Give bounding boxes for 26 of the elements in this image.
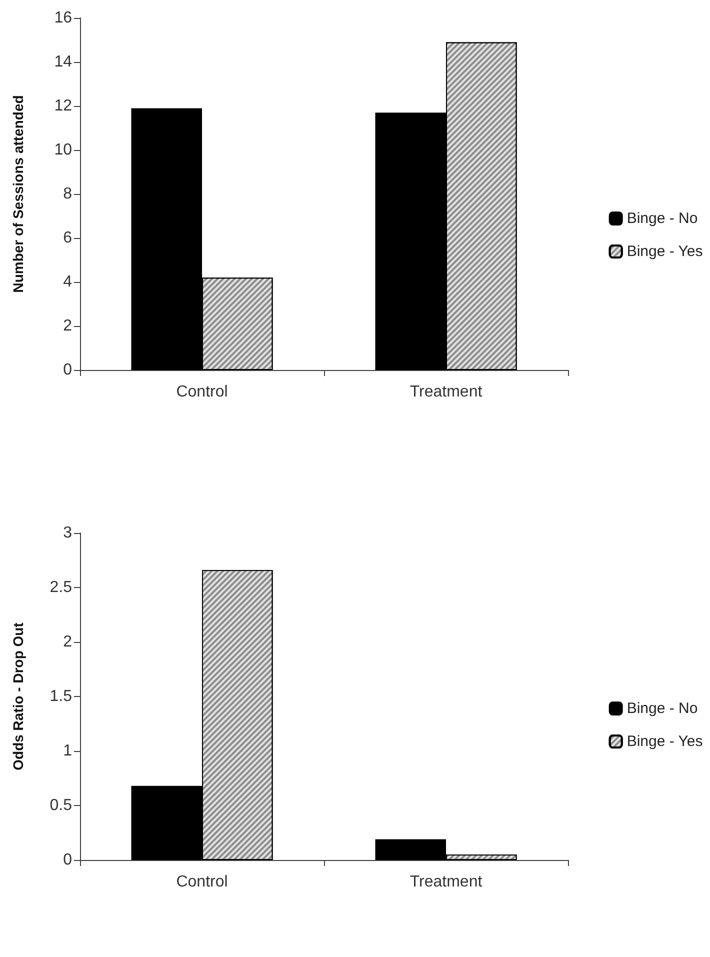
legend-label: Binge - No: [626, 700, 698, 717]
x-tick-label: Control: [176, 874, 228, 890]
x-tick-label: Control: [176, 384, 228, 400]
y-tick-label: 16: [54, 10, 72, 26]
x-tick-label: Treatment: [410, 874, 483, 890]
y-tick-label: 1.5: [50, 688, 72, 705]
y-tick-label: 2: [63, 634, 72, 650]
y-tick-label: 10: [54, 142, 72, 158]
y-tick-label: 8: [63, 186, 72, 202]
legend-label: Binge - Yes: [626, 733, 703, 750]
y-tick-label: 4: [63, 274, 72, 290]
x-tick-label: Treatment: [410, 384, 483, 400]
y-tick-label: 3: [63, 524, 72, 542]
legend-label: Binge - Yes: [626, 243, 703, 260]
y-tick-label: 1: [63, 742, 72, 760]
y-axis-title: Odds Ratio - Drop Out: [10, 622, 26, 770]
y-tick-label: 0: [63, 362, 72, 378]
y-tick-label: 0: [63, 852, 72, 868]
y-tick-label: 2: [63, 318, 72, 334]
y-tick-label: 6: [63, 230, 72, 246]
legend-label: Binge - No: [626, 210, 698, 227]
y-axis-title: Number of Sessions attended: [10, 95, 26, 293]
y-tick-label: 12: [54, 98, 72, 114]
y-tick-label: 2.5: [50, 579, 72, 596]
y-tick-label: 14: [54, 54, 72, 70]
y-tick-label: 0.5: [50, 797, 72, 814]
